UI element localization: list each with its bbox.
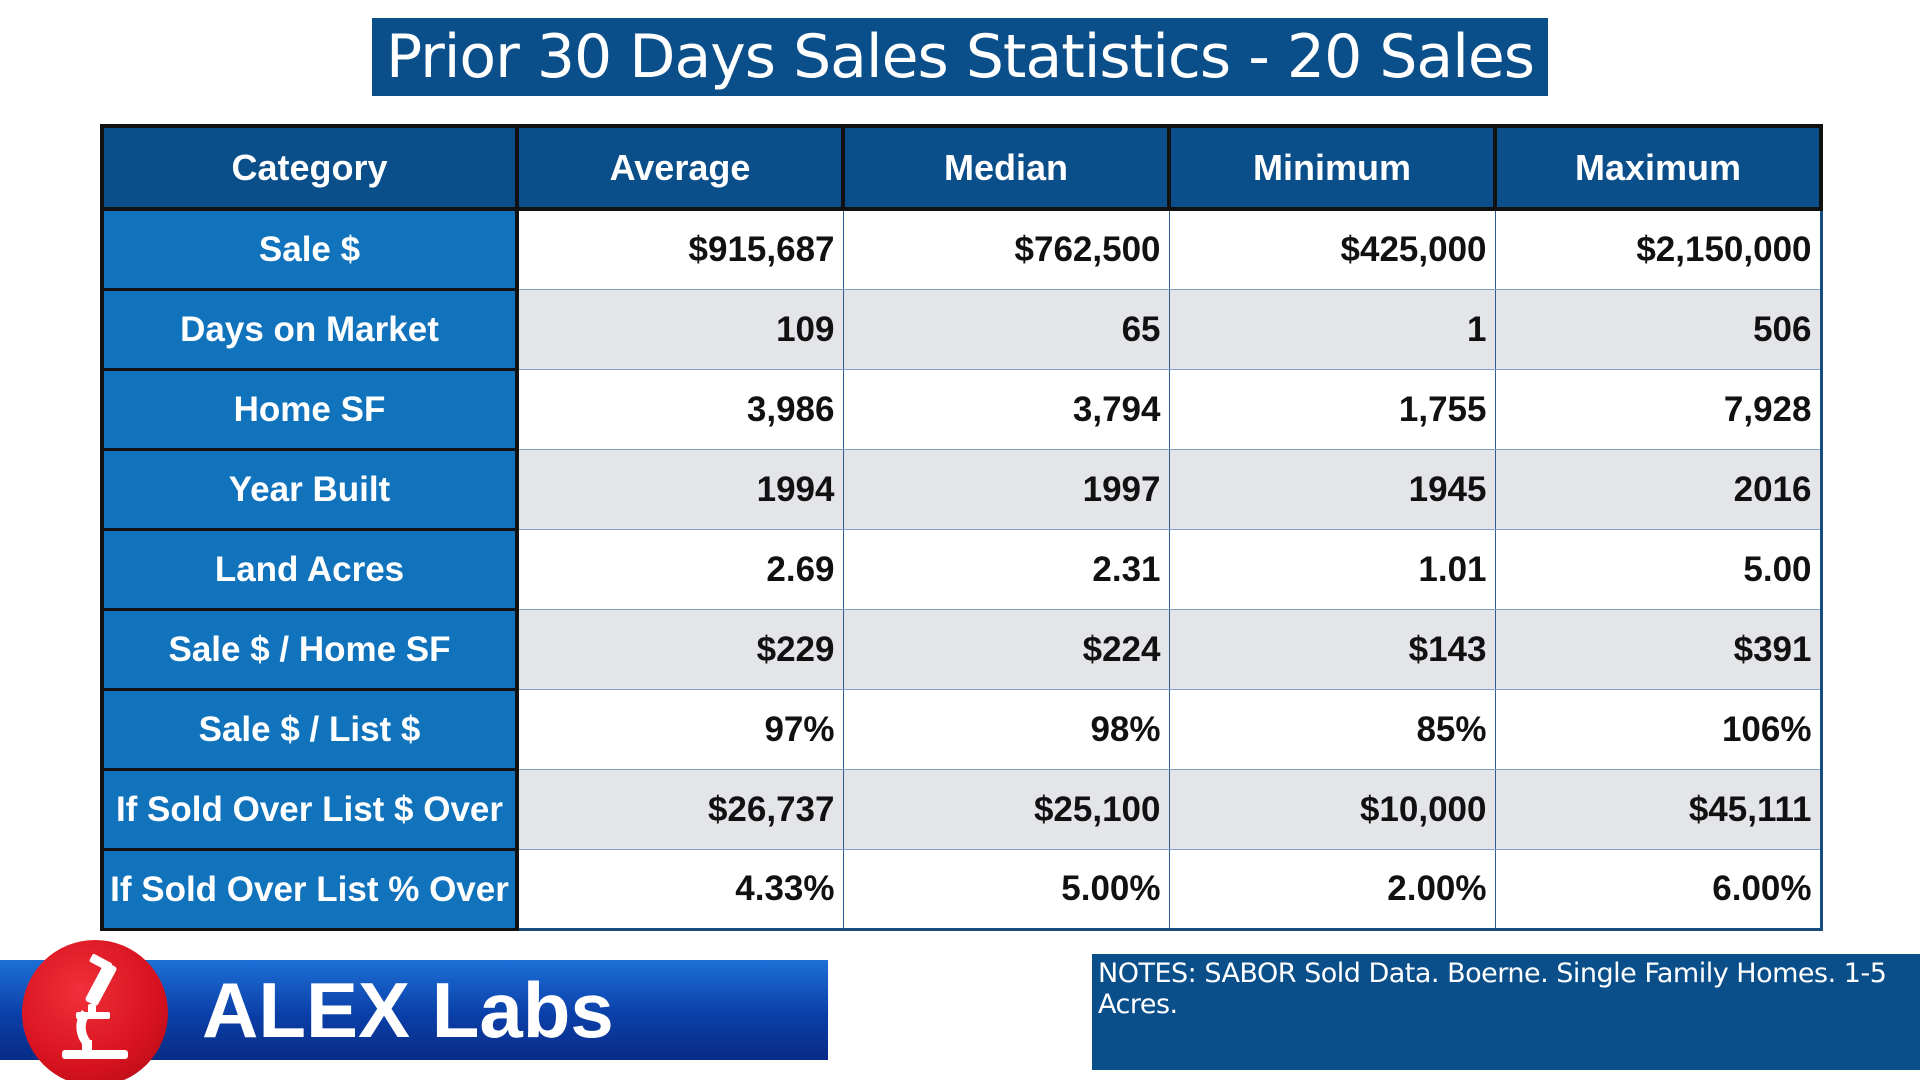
row-category: If Sold Over List $ Over [100,768,519,851]
cell-minimum: 1945 [1168,449,1496,530]
table-row: Home SF 3,986 3,794 1,755 7,928 [100,368,1823,451]
title-wrap: Prior 30 Days Sales Statistics - 20 Sale… [0,18,1920,96]
cell-median: $762,500 [842,209,1170,290]
table-row: If Sold Over List $ Over $26,737 $25,100… [100,768,1823,851]
cell-median: 5.00% [842,849,1170,931]
cell-minimum: 85% [1168,689,1496,770]
table-row: Sale $ / Home SF $229 $224 $143 $391 [100,608,1823,691]
table-row: If Sold Over List % Over 4.33% 5.00% 2.0… [100,848,1823,931]
cell-maximum: $2,150,000 [1494,209,1823,290]
cell-average: $26,737 [516,769,844,850]
cell-median: 1997 [842,449,1170,530]
cell-median: $25,100 [842,769,1170,850]
row-category: Sale $ [100,208,519,291]
cell-maximum: 6.00% [1494,849,1823,931]
notes-text: NOTES: SABOR Sold Data. Boerne. Single F… [1098,958,1887,1020]
header-row: Category Average Median Minimum Maximum [100,124,1823,211]
table-row: Sale $ $915,687 $762,500 $425,000 $2,150… [100,208,1823,291]
cell-average: $915,687 [516,209,844,290]
header-category: Category [100,124,519,211]
cell-maximum: 5.00 [1494,529,1823,610]
cell-maximum: 106% [1494,689,1823,770]
row-category: Home SF [100,368,519,451]
cell-median: 2.31 [842,529,1170,610]
cell-average: 97% [516,689,844,770]
row-category: Year Built [100,448,519,531]
microscope-icon [22,940,168,1080]
table-row: Year Built 1994 1997 1945 2016 [100,448,1823,531]
header-average: Average [515,124,845,211]
row-category: Land Acres [100,528,519,611]
cell-median: 65 [842,289,1170,370]
cell-average: 4.33% [516,849,844,931]
cell-minimum: 1.01 [1168,529,1496,610]
cell-median: 3,794 [842,369,1170,450]
logo-text: ALEX Labs [202,966,614,1054]
cell-average: $229 [516,609,844,690]
cell-maximum: $45,111 [1494,769,1823,850]
cell-average: 109 [516,289,844,370]
header-minimum: Minimum [1167,124,1497,211]
row-category: Sale $ / List $ [100,688,519,771]
cell-average: 3,986 [516,369,844,450]
cell-median: $224 [842,609,1170,690]
cell-average: 2.69 [516,529,844,610]
cell-minimum: 1,755 [1168,369,1496,450]
cell-maximum: $391 [1494,609,1823,690]
cell-maximum: 506 [1494,289,1823,370]
cell-minimum: $425,000 [1168,209,1496,290]
header-median: Median [841,124,1171,211]
stats-table: Category Average Median Minimum Maximum … [100,124,1823,931]
cell-median: 98% [842,689,1170,770]
header-maximum: Maximum [1493,124,1823,211]
row-category: Days on Market [100,288,519,371]
row-category: If Sold Over List % Over [100,848,519,931]
cell-minimum: 1 [1168,289,1496,370]
row-category: Sale $ / Home SF [100,608,519,691]
cell-minimum: $143 [1168,609,1496,690]
notes-box: NOTES: SABOR Sold Data. Boerne. Single F… [1092,954,1920,1070]
table-row: Days on Market 109 65 1 506 [100,288,1823,371]
page-title: Prior 30 Days Sales Statistics - 20 Sale… [371,18,1549,96]
table-row: Land Acres 2.69 2.31 1.01 5.00 [100,528,1823,611]
cell-maximum: 2016 [1494,449,1823,530]
cell-minimum: $10,000 [1168,769,1496,850]
table-row: Sale $ / List $ 97% 98% 85% 106% [100,688,1823,771]
cell-maximum: 7,928 [1494,369,1823,450]
cell-average: 1994 [516,449,844,530]
cell-minimum: 2.00% [1168,849,1496,931]
